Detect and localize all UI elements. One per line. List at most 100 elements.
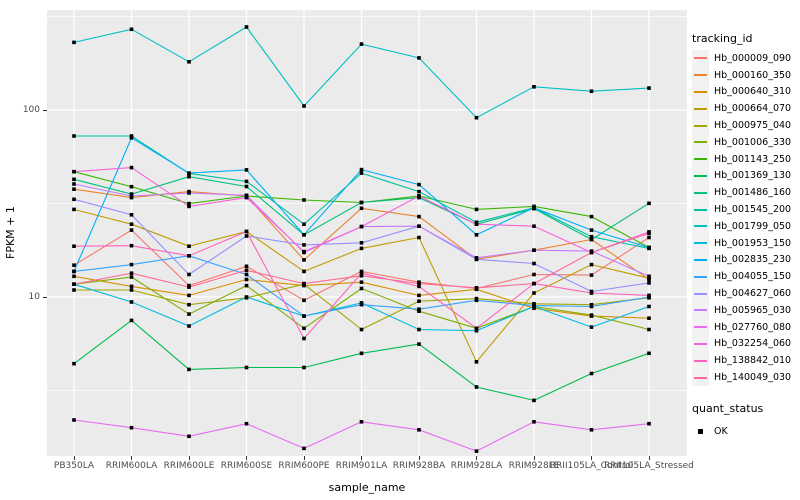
- x-tick-label: PB350LA: [53, 461, 95, 471]
- data-point: [72, 177, 76, 182]
- y-tick-label-100: 100: [22, 105, 40, 115]
- data-point: [187, 324, 191, 328]
- data-point: [474, 207, 479, 212]
- data-point: [647, 86, 651, 90]
- data-point: [359, 42, 364, 46]
- data-point: [532, 224, 536, 228]
- x-tick-label: RRIM901LA: [335, 461, 388, 471]
- legend-key: [692, 117, 709, 135]
- data-point: [359, 224, 364, 229]
- line-swatch-icon: [694, 292, 707, 295]
- data-point: [72, 40, 76, 45]
- data-point: [417, 194, 421, 198]
- data-point: [129, 425, 134, 430]
- data-point: [302, 198, 306, 202]
- legend-key: [692, 268, 709, 286]
- legend-item: Hb_001799_050: [692, 217, 791, 235]
- legend-key: [692, 423, 709, 440]
- data-point: [72, 134, 76, 138]
- data-point: [302, 269, 306, 274]
- data-point: [187, 254, 191, 258]
- line-swatch-icon: [694, 124, 707, 127]
- data-point: [244, 234, 249, 238]
- x-tick-mark: [303, 456, 305, 460]
- data-point: [72, 197, 76, 202]
- data-point: [359, 241, 364, 245]
- data-point: [359, 200, 364, 205]
- data-point: [474, 360, 479, 364]
- legend-item: Hb_001143_250: [692, 150, 791, 168]
- data-point: [417, 307, 421, 311]
- data-point: [187, 201, 191, 206]
- x-tick-mark: [533, 456, 535, 460]
- x-tick-label: RRIM928LA: [450, 461, 503, 471]
- legend-key: [692, 83, 709, 101]
- x-tick-label: RRIM600PE: [278, 461, 330, 471]
- legend-key: [692, 100, 709, 118]
- legend-item: Hb_004627_060: [692, 285, 791, 303]
- data-point: [647, 201, 651, 206]
- legend-item: Hb_001369_130: [692, 167, 791, 185]
- legend-key: [692, 318, 709, 336]
- legend-title-tracking-id: tracking_id: [692, 32, 753, 45]
- legend-item: Hb_004055_150: [692, 268, 791, 286]
- data-point: [187, 174, 191, 179]
- data-point: [647, 245, 651, 250]
- data-point: [647, 235, 651, 240]
- data-point: [417, 224, 421, 228]
- legend-item-label: Hb_140049_030: [714, 372, 792, 384]
- data-point: [302, 365, 306, 370]
- legend-item: Hb_005965_030: [692, 301, 791, 319]
- x-tick-mark: [188, 456, 190, 460]
- data-point: [244, 195, 249, 200]
- data-point: [532, 420, 536, 424]
- legend-item: Hb_001486_160: [692, 184, 791, 202]
- data-point: [129, 262, 134, 267]
- data-point: [244, 272, 249, 277]
- data-point: [532, 272, 536, 277]
- x-tick-label: RRIM600SE: [220, 461, 273, 471]
- data-point: [129, 194, 134, 198]
- data-point: [359, 273, 364, 278]
- data-point: [589, 304, 594, 309]
- data-point: [72, 182, 76, 186]
- data-point: [187, 434, 191, 439]
- legend-key: [692, 234, 709, 252]
- line-swatch-icon: [694, 107, 707, 110]
- legend-key: [692, 150, 709, 168]
- data-point: [474, 222, 479, 226]
- data-point: [359, 286, 364, 291]
- data-point: [187, 285, 191, 289]
- data-point: [359, 280, 364, 284]
- line-swatch-icon: [694, 208, 707, 211]
- data-point: [244, 268, 249, 273]
- line-swatch-icon: [694, 258, 707, 261]
- data-point: [187, 312, 191, 316]
- legend-key: [692, 369, 709, 387]
- data-point: [359, 271, 364, 275]
- legend-item: Hb_001545_200: [692, 201, 791, 219]
- legend-item-label: Hb_032254_060: [714, 338, 792, 350]
- data-point: [647, 274, 651, 279]
- legend-key: [692, 335, 709, 353]
- x-tick-mark: [418, 456, 420, 460]
- data-point: [532, 281, 536, 286]
- data-point: [187, 272, 191, 277]
- data-point: [302, 233, 306, 237]
- legend-key: [692, 49, 709, 67]
- data-point: [302, 222, 306, 226]
- data-point: [244, 25, 249, 29]
- data-point: [417, 235, 421, 240]
- legend-key: [692, 217, 709, 235]
- data-point: [474, 256, 479, 260]
- data-point: [129, 27, 134, 32]
- data-point: [647, 281, 651, 285]
- line-swatch-icon: [694, 74, 707, 77]
- data-point: [359, 327, 364, 332]
- data-point: [589, 371, 594, 376]
- data-point: [474, 286, 479, 290]
- x-tick-label: RRIM600LE: [163, 461, 215, 471]
- line-swatch-icon: [694, 57, 707, 60]
- line-swatch-icon: [694, 225, 707, 228]
- data-point: [187, 367, 191, 372]
